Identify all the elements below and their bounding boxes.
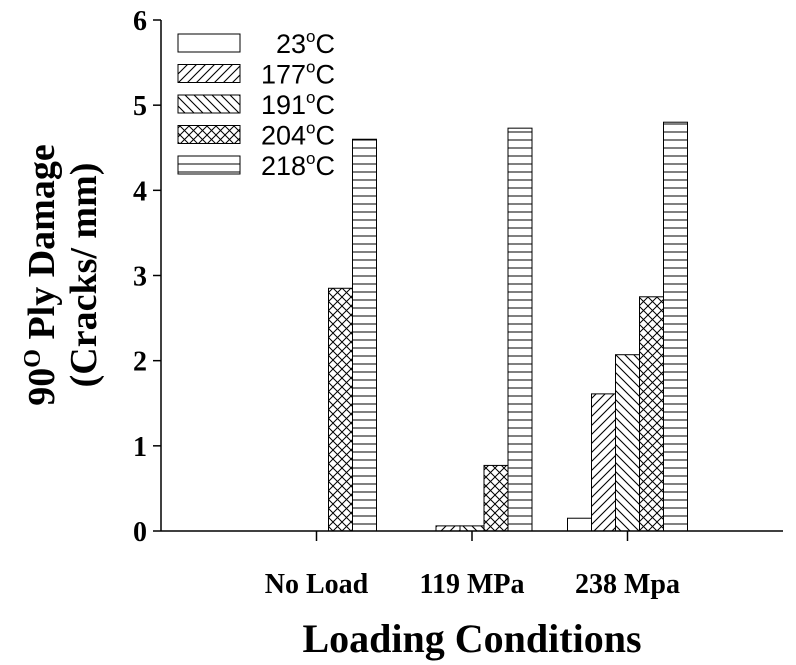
legend-label-unit: C [316, 90, 336, 120]
legend-label-degree: o [306, 119, 315, 138]
bar-119-mpa-218c [507, 127, 533, 532]
legend-label-value: 191 [261, 90, 306, 120]
legend-swatch [177, 155, 241, 175]
y-tick-label: 2 [133, 347, 147, 378]
legend-label-degree: o [306, 58, 315, 77]
svg-text:90O Ply Damage: 90O Ply Damage [20, 144, 63, 405]
bar-no-load-204c [328, 287, 353, 532]
y-axis-label: 90O Ply Damage (Cracks/ mm) [20, 144, 105, 405]
y-tick-label: 6 [133, 6, 147, 37]
y-axis-label-units: (Cracks/ mm) [63, 163, 105, 388]
legend-label: 23oC [276, 27, 335, 59]
bar-238-mpa-204c [639, 296, 664, 532]
bar-no-load-218c [352, 138, 377, 532]
legend-label-degree: o [306, 27, 315, 46]
y-tick-label: 4 [133, 176, 147, 207]
y-axis-label-number: 90 [21, 368, 63, 406]
legend-label-value: 218 [261, 151, 306, 181]
legend-label-degree: o [306, 88, 315, 107]
bar-119-mpa-177c [435, 525, 461, 532]
legend-label-value: 23 [276, 29, 306, 59]
bar-238-mpa-23c [567, 517, 592, 532]
legend-swatch [177, 33, 241, 53]
y-axis-label-rest: Ply Damage [21, 144, 63, 349]
bar-238-mpa-191c [615, 354, 640, 532]
bar-238-mpa-177c [591, 393, 616, 532]
y-tick-label: 1 [133, 432, 147, 463]
x-ticks: No Load 119 MPa 238 Mpa [265, 531, 680, 600]
y-tick-label: 3 [133, 262, 147, 293]
legend-label-unit: C [316, 60, 336, 90]
legend-label: 177oC [261, 58, 335, 90]
y-tick-label: 0 [133, 517, 147, 548]
y-axis-label-degree: O [20, 349, 46, 368]
y-ticks: 0 1 2 3 4 5 6 [133, 6, 161, 548]
legend-swatch [177, 125, 241, 144]
bars-group [328, 121, 688, 532]
legend-swatch [177, 64, 241, 83]
y-tick-label: 5 [133, 91, 147, 122]
legend-label-value: 204 [261, 121, 306, 151]
legend-label-unit: C [316, 151, 336, 181]
x-tick-label: 238 Mpa [575, 569, 680, 600]
legend-label-value: 177 [261, 60, 306, 90]
bar-119-mpa-191c [459, 525, 485, 532]
legend-label: 204oC [261, 119, 335, 151]
bar-119-mpa-204c [483, 464, 509, 532]
bar-238-mpa-218c [663, 121, 688, 532]
x-axis-label: Loading Conditions [302, 616, 641, 661]
legend-label: 218oC [261, 149, 335, 181]
legend-label: 191oC [261, 88, 335, 120]
legend-label-degree: o [306, 149, 315, 168]
x-tick-label: No Load [265, 569, 369, 600]
x-tick-label: 119 MPa [420, 569, 525, 600]
legend-label-unit: C [316, 29, 336, 59]
legend-swatch [177, 94, 241, 114]
legend-label-unit: C [316, 121, 336, 151]
